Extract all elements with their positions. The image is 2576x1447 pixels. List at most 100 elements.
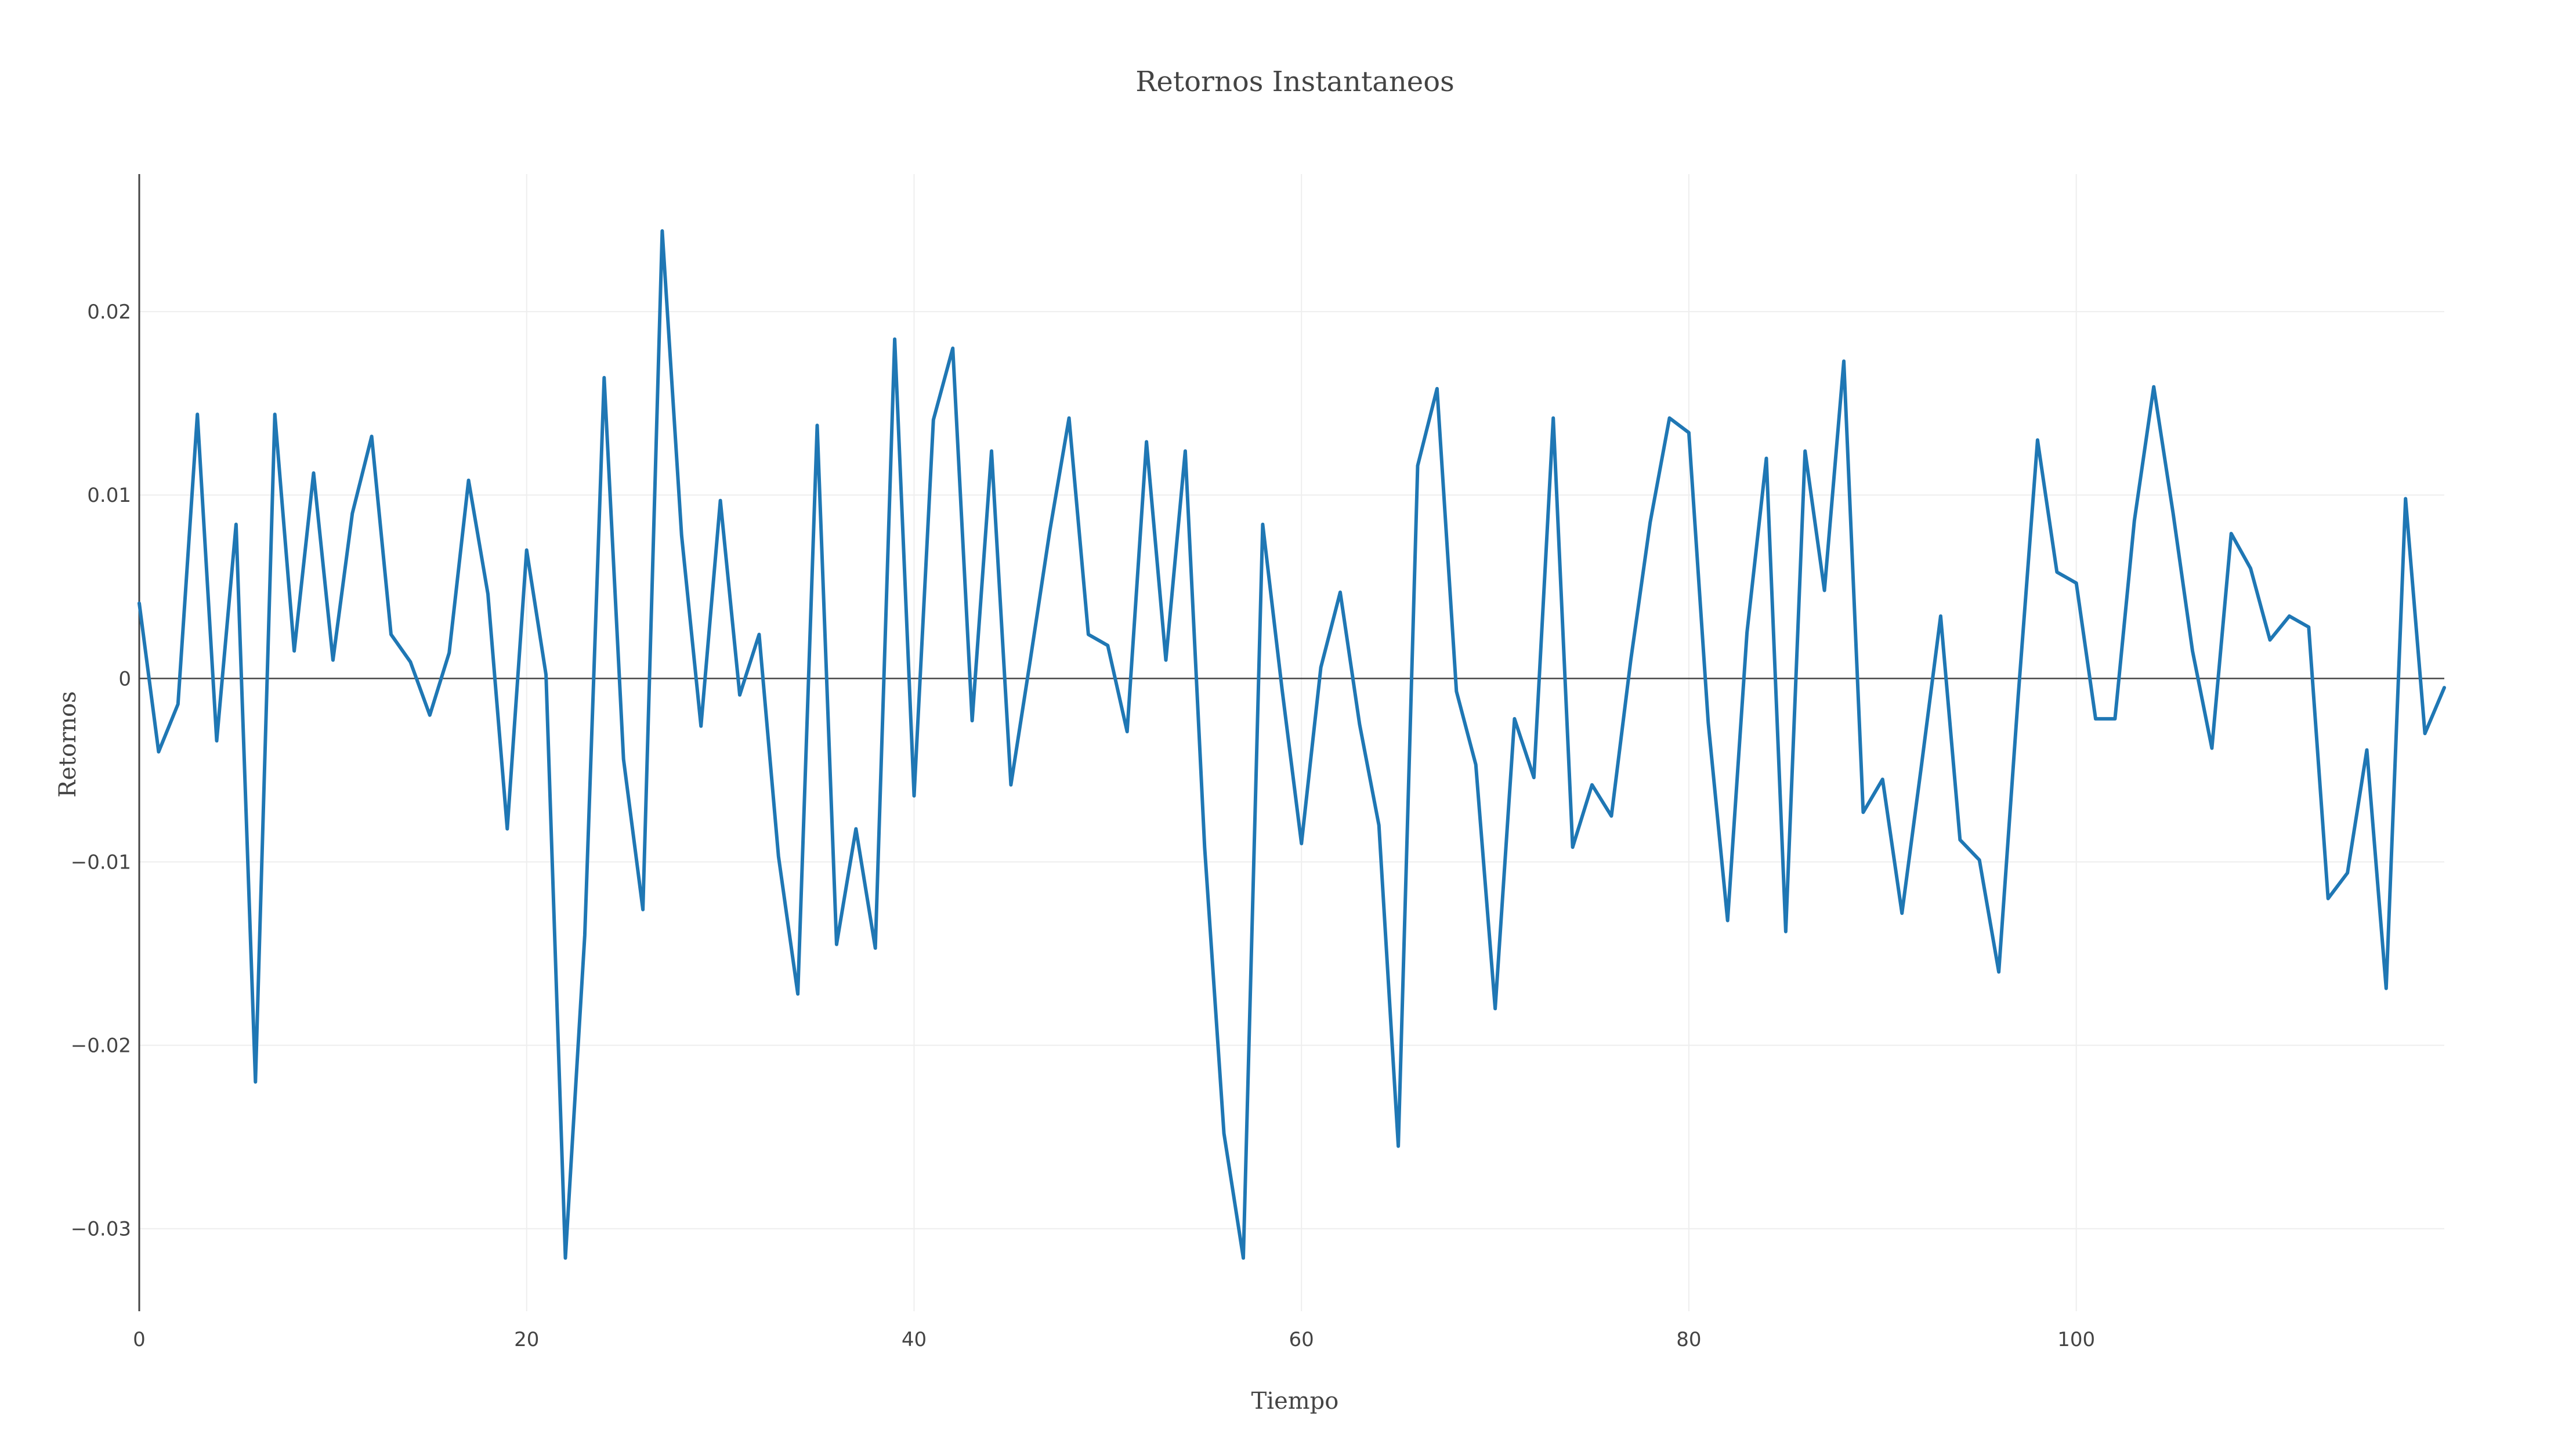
data-point	[1279, 686, 1285, 692]
data-point	[2364, 747, 2370, 753]
data-point	[950, 345, 956, 351]
data-point	[679, 533, 685, 538]
data-point	[582, 932, 588, 938]
data-point	[2132, 518, 2137, 524]
data-point	[330, 657, 336, 663]
data-point	[2035, 437, 2040, 443]
y-tick-label: −0.03	[71, 1218, 131, 1241]
data-point	[1822, 588, 1828, 594]
data-point	[233, 522, 239, 527]
data-point	[2093, 716, 2099, 722]
x-tick-label: 20	[514, 1328, 539, 1351]
data-point	[1550, 415, 1556, 421]
data-point	[1802, 448, 1808, 454]
data-point	[659, 228, 665, 234]
data-point	[504, 826, 510, 832]
x-tick-label: 100	[2057, 1328, 2095, 1351]
data-point	[194, 411, 200, 417]
data-point	[2403, 496, 2408, 502]
y-grid-lines	[139, 311, 2444, 1229]
data-point	[1415, 463, 1421, 469]
data-point	[1356, 721, 1362, 727]
data-point	[1996, 969, 2002, 975]
data-point	[1531, 775, 1537, 780]
data-point	[931, 417, 936, 423]
data-point	[543, 672, 549, 678]
data-point	[1376, 822, 1382, 828]
data-point	[1841, 359, 1847, 364]
data-point	[1453, 689, 1459, 694]
data-point	[1744, 630, 1750, 635]
data-point	[640, 907, 646, 913]
data-point	[1725, 918, 1731, 924]
data-point	[2383, 986, 2389, 992]
x-tick-label: 80	[1676, 1328, 1701, 1351]
data-point	[388, 632, 394, 638]
data-point	[2190, 648, 2195, 654]
data-point	[155, 749, 161, 755]
data-point	[252, 1079, 258, 1085]
data-point	[1124, 729, 1130, 735]
data-point	[969, 718, 975, 724]
data-point	[1919, 764, 1924, 769]
data-point	[1473, 762, 1479, 768]
data-point	[2074, 580, 2079, 586]
y-tick-labels: −0.03 −0.02 −0.01 0 0.01 0.02	[71, 301, 131, 1241]
data-point	[272, 411, 278, 417]
data-point	[621, 757, 627, 762]
data-point	[446, 650, 452, 656]
y-tick-label: 0.01	[87, 484, 131, 507]
data-point	[1260, 522, 1265, 527]
data-point	[2016, 694, 2021, 700]
data-point	[427, 712, 433, 718]
y-tick-label: 0.02	[87, 301, 131, 324]
data-point	[2112, 716, 2118, 722]
y-axis-label: Retornos	[55, 691, 81, 797]
data-point	[756, 632, 762, 638]
data-point	[815, 422, 820, 428]
data-point	[2248, 566, 2253, 571]
data-point	[698, 724, 704, 729]
data-point	[563, 1255, 569, 1261]
data-point	[989, 448, 994, 454]
data-point	[1008, 782, 1014, 788]
data-point	[1182, 448, 1188, 454]
data-point	[1860, 809, 1866, 815]
data-point	[214, 738, 220, 744]
data-point	[1318, 664, 1324, 670]
data-point	[175, 701, 181, 707]
data-point	[2209, 746, 2215, 751]
data-point	[2345, 870, 2350, 876]
data-point	[1570, 844, 1576, 850]
chart-title: Retornos Instantaneos	[1135, 66, 1454, 98]
x-grid-lines	[526, 174, 2077, 1311]
data-point	[834, 942, 840, 947]
data-point	[369, 433, 375, 439]
data-point	[2170, 511, 2176, 516]
data-point	[1105, 643, 1110, 649]
data-point	[1686, 430, 1692, 436]
data-point	[1202, 844, 1207, 850]
data-point	[2325, 896, 2331, 902]
data-point	[524, 547, 530, 553]
data-point	[291, 648, 297, 654]
data-point	[795, 991, 801, 997]
data-point	[1492, 1005, 1498, 1011]
data-point	[1066, 415, 1072, 421]
data-point	[1434, 386, 1440, 392]
x-tick-label: 60	[1289, 1328, 1314, 1351]
data-point	[1880, 776, 1886, 782]
data-point	[1783, 929, 1789, 935]
series-line-retornos[interactable]	[138, 229, 2446, 1260]
data-point	[1647, 520, 1653, 526]
data-point	[1086, 632, 1091, 638]
data-point	[1163, 657, 1169, 663]
y-tick-label: −0.02	[71, 1034, 131, 1058]
data-point	[2441, 685, 2447, 690]
x-axis-label: Tiempo	[1251, 1388, 1339, 1415]
data-point	[1221, 1130, 1227, 1136]
data-point	[718, 498, 723, 504]
data-point	[2267, 637, 2273, 643]
data-point	[2306, 624, 2311, 630]
x-tick-label: 40	[902, 1328, 927, 1351]
